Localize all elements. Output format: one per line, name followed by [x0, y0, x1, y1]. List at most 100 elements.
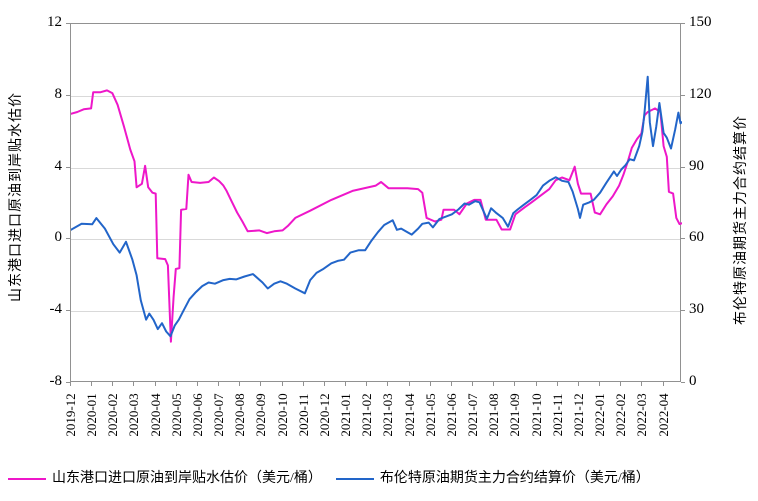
- x-axis-tick-label: 2020-04: [148, 393, 163, 437]
- legend-label-brent: 布伦特原油期货主力合约结算价（美元/桶）: [379, 471, 650, 486]
- x-axis-tick-mark: [324, 382, 325, 386]
- y-axis-tick-label-left: 8: [54, 86, 63, 102]
- y-axis-tick-label-right: 150: [689, 14, 712, 30]
- x-axis-tick-mark: [133, 382, 134, 386]
- x-axis-tick-label: 2020-03: [126, 393, 141, 437]
- x-axis-tick-label: 2021-09: [507, 393, 522, 437]
- y-axis-tick-label-right: 0: [689, 373, 697, 389]
- y-axis-tick-mark-left: [66, 310, 70, 311]
- x-axis-tick-mark: [514, 382, 515, 386]
- x-axis-tick-mark: [536, 382, 537, 386]
- x-axis-tick-mark: [663, 382, 664, 386]
- x-axis-tick-mark: [218, 382, 219, 386]
- y-axis-tick-mark-left: [66, 23, 70, 24]
- x-axis-tick-mark: [557, 382, 558, 386]
- x-axis-tick-label: 2021-04: [402, 393, 417, 437]
- y-axis-tick-label-left: -4: [49, 301, 63, 317]
- x-axis-tick-label: 2020-07: [211, 393, 226, 437]
- x-axis-tick-mark: [430, 382, 431, 386]
- x-axis-tick-label: 2020-12: [317, 393, 332, 437]
- y-axis-tick-label-left: 4: [54, 158, 63, 174]
- x-axis-tick-label: 2022-04: [656, 393, 671, 437]
- series-plot-svg: [71, 75, 682, 343]
- x-axis-tick-mark: [366, 382, 367, 386]
- y-axis-tick-label-right: 120: [689, 86, 712, 102]
- x-axis-tick-label: 2020-05: [169, 393, 184, 437]
- y-axis-tick-label-right: 30: [689, 301, 704, 317]
- x-axis-tick-mark: [641, 382, 642, 386]
- gridline: [71, 311, 680, 312]
- legend-item-discount: 山东港口进口原油到岸贴水估价（美元/桶）: [8, 470, 322, 488]
- x-axis-tick-mark: [176, 382, 177, 386]
- x-axis-tick-label: 2020-08: [232, 393, 247, 437]
- right-axis-title: 布伦特原油期货主力合约结算价: [734, 115, 749, 325]
- x-axis-tick-label: 2019-12: [63, 393, 78, 437]
- legend-label-discount: 山东港口进口原油到岸贴水估价（美元/桶）: [52, 471, 322, 486]
- x-axis-tick-label: 2021-01: [338, 393, 353, 437]
- x-axis-tick-mark: [112, 382, 113, 386]
- x-axis-tick-label: 2021-12: [571, 393, 586, 437]
- x-axis-tick-mark: [155, 382, 156, 386]
- x-axis-tick-mark: [620, 382, 621, 386]
- y-axis-tick-mark-left: [66, 382, 70, 383]
- gridline: [71, 168, 680, 169]
- x-axis-tick-label: 2021-05: [423, 393, 438, 437]
- x-axis-tick-label: 2022-01: [592, 393, 607, 437]
- x-axis-tick-label: 2021-07: [465, 393, 480, 437]
- x-axis-tick-label: 2021-08: [486, 393, 501, 437]
- y-axis-tick-mark-right: [681, 23, 685, 24]
- x-axis-tick-label: 2020-11: [296, 393, 311, 437]
- y-axis-tick-mark-right: [681, 238, 685, 239]
- x-axis-tick-mark: [303, 382, 304, 386]
- x-axis-tick-mark: [451, 382, 452, 386]
- x-axis-tick-mark: [599, 382, 600, 386]
- x-axis-tick-label: 2021-02: [359, 393, 374, 437]
- y-axis-tick-mark-right: [681, 167, 685, 168]
- y-axis-tick-label-right: 60: [689, 229, 704, 245]
- plot-area: [70, 23, 682, 382]
- x-axis-tick-mark: [260, 382, 261, 386]
- y-axis-tick-label-left: 0: [54, 229, 63, 245]
- x-axis-tick-label: 2020-01: [84, 393, 99, 437]
- x-axis-tick-mark: [409, 382, 410, 386]
- gridline: [71, 239, 680, 240]
- x-axis-tick-label: 2021-06: [444, 393, 459, 437]
- x-axis-tick-mark: [472, 382, 473, 386]
- x-axis-tick-mark: [239, 382, 240, 386]
- x-axis-tick-label: 2020-02: [105, 393, 120, 437]
- y-axis-tick-mark-right: [681, 382, 685, 383]
- x-axis-tick-mark: [387, 382, 388, 386]
- x-axis-tick-label: 2020-06: [190, 393, 205, 437]
- y-axis-tick-mark-left: [66, 238, 70, 239]
- y-axis-tick-label-left: 12: [47, 14, 62, 30]
- x-axis-tick-label: 2021-11: [550, 393, 565, 437]
- x-axis-tick-label: 2020-10: [275, 393, 290, 437]
- legend-line-swatch-magenta: [8, 478, 46, 480]
- x-axis-tick-label: 2020-09: [253, 393, 268, 437]
- x-axis-tick-mark: [197, 382, 198, 386]
- x-axis-tick-label: 2021-10: [529, 393, 544, 437]
- x-axis-tick-mark: [282, 382, 283, 386]
- y-axis-tick-label-right: 90: [689, 158, 704, 174]
- left-axis-title: 山东港口进口原油到岸贴水估价: [9, 92, 24, 302]
- y-axis-tick-mark-left: [66, 167, 70, 168]
- y-axis-tick-mark-left: [66, 95, 70, 96]
- y-axis-tick-mark-right: [681, 95, 685, 96]
- x-axis-tick-mark: [345, 382, 346, 386]
- x-axis-tick-mark: [493, 382, 494, 386]
- gridline: [71, 96, 680, 97]
- y-axis-tick-label-left: -8: [49, 373, 63, 389]
- x-axis-tick-label: 2021-03: [380, 393, 395, 437]
- series-line-discount: [71, 89, 682, 343]
- legend: 山东港口进口原油到岸贴水估价（美元/桶） 布伦特原油期货主力合约结算价（美元/桶…: [8, 466, 754, 492]
- x-axis-tick-label: 2022-03: [634, 393, 649, 437]
- x-axis-tick-mark: [70, 382, 71, 386]
- x-axis-tick-label: 2022-02: [613, 393, 628, 437]
- series-line-brent: [71, 75, 682, 338]
- x-axis-tick-mark: [91, 382, 92, 386]
- y-axis-tick-mark-right: [681, 310, 685, 311]
- legend-line-swatch-blue: [335, 478, 374, 480]
- legend-item-brent: 布伦特原油期货主力合约结算价（美元/桶）: [335, 470, 650, 488]
- x-axis-tick-mark: [578, 382, 579, 386]
